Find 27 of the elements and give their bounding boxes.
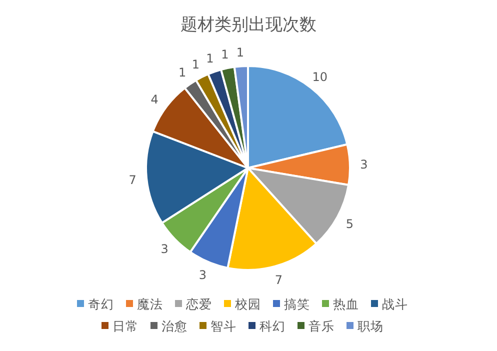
data-label: 3 (360, 157, 368, 172)
legend-label: 热血 (333, 296, 359, 312)
data-label: 1 (192, 58, 200, 72)
legend-label: 魔法 (137, 296, 163, 312)
data-label: 10 (312, 70, 328, 84)
legend-label: 恋爱 (185, 296, 212, 312)
legend-label: 治愈 (162, 318, 188, 334)
data-label: 4 (150, 92, 158, 106)
data-label: 7 (128, 172, 136, 187)
legend-label: 战斗 (382, 296, 408, 312)
data-label: 3 (198, 268, 207, 282)
data-label: 1 (236, 45, 244, 60)
legend-label: 职场 (358, 318, 384, 334)
data-label: 5 (346, 216, 354, 231)
legend-label: 日常 (112, 318, 138, 334)
legend-label: 音乐 (308, 318, 334, 334)
legend-label: 奇幻 (88, 296, 114, 312)
legend-label: 校园 (234, 296, 261, 312)
legend-label: 搞笑 (284, 296, 310, 312)
data-label: 1 (178, 66, 186, 80)
legend-label: 科幻 (260, 318, 286, 334)
chart-title: 题材类别出现次数 (180, 15, 316, 35)
legend-label: 智斗 (210, 318, 236, 334)
data-label: 3 (160, 242, 168, 256)
data-label: 7 (274, 273, 282, 288)
data-label: 1 (206, 52, 214, 66)
data-label: 1 (221, 48, 229, 62)
